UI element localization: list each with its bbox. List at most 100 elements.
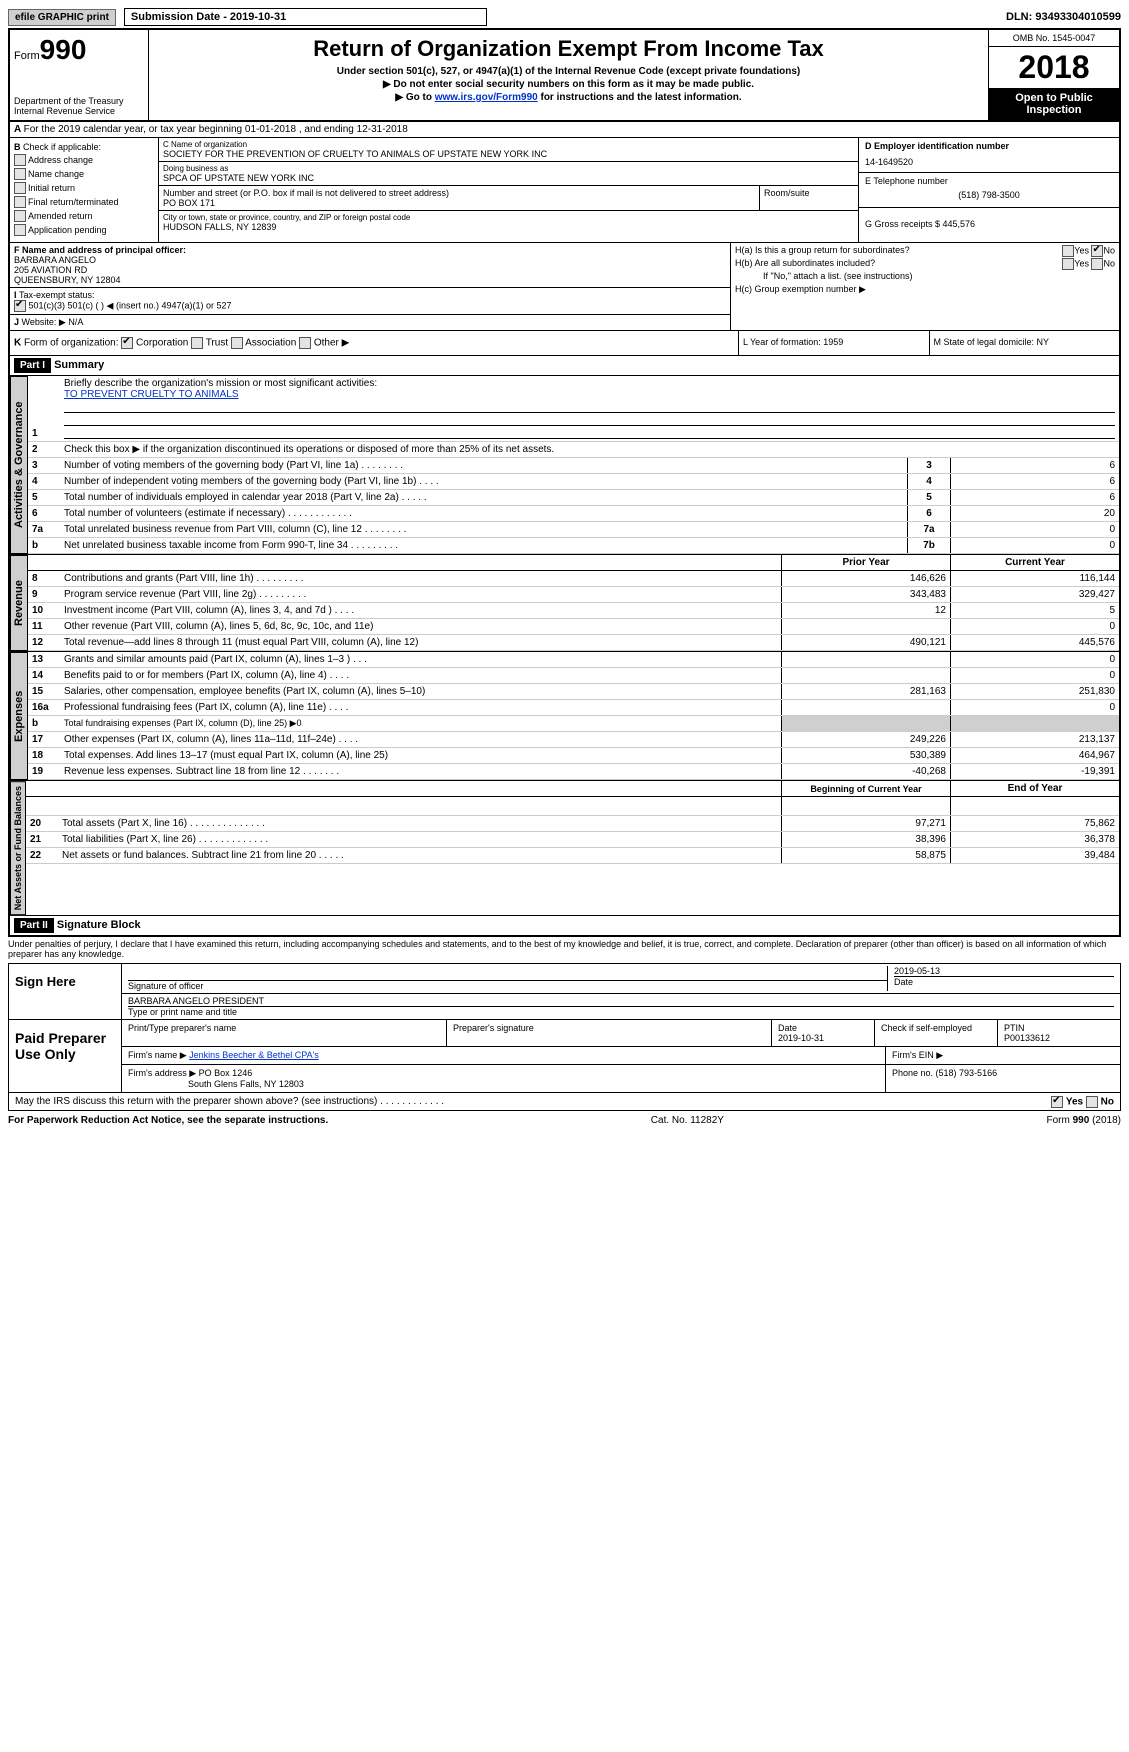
part2-title: Signature Block [57,919,141,931]
sig-officer: Signature of officer [128,966,888,991]
chk-other[interactable] [299,337,311,349]
department: Department of the Treasury Internal Reve… [14,96,144,116]
room-cell: Room/suite [760,186,858,210]
part1-tag: Part I [14,358,51,373]
footer-left: For Paperwork Reduction Act Notice, see … [8,1115,328,1126]
irs-yes[interactable] [1051,1096,1063,1108]
chk-amended[interactable]: Amended return [14,210,154,222]
may-irs-row: May the IRS discuss this return with the… [8,1093,1121,1111]
part2-tag: Part II [14,918,54,933]
form-title: Return of Organization Exempt From Incom… [155,36,982,62]
row-k: K Form of organization: Corporation Trus… [10,331,1119,356]
chk-application-pending[interactable]: Application pending [14,224,154,236]
h-group: H(a) Is this a group return for subordin… [731,243,1119,330]
row-a: A For the 2019 calendar year, or tax yea… [10,122,1119,138]
subtitle-2: ▶ Do not enter social security numbers o… [155,79,982,90]
line9: 9Program service revenue (Part VIII, lin… [28,587,1119,603]
line20: 20Total assets (Part X, line 16) . . . .… [26,816,1119,832]
dln: DLN: 93493304010599 [1006,11,1121,23]
irs-no[interactable] [1086,1096,1098,1108]
officer-lbl: Type or print name and title [128,1007,1114,1017]
c-label: C Name of organization [163,140,854,149]
line15: 15Salaries, other compensation, employee… [28,684,1119,700]
chk-corp[interactable] [121,337,133,349]
part1-header: Part I Summary [10,356,1119,376]
g-val: G Gross receipts $ 445,576 [865,219,1113,229]
chk-assoc[interactable] [231,337,243,349]
line17: 17Other expenses (Part IX, column (A), l… [28,732,1119,748]
firm-name[interactable]: Jenkins Beecher & Bethel CPA's [189,1050,319,1060]
chk-501c3[interactable] [14,300,26,312]
d-label: D Employer identification number [865,141,1113,151]
f-addr2: QUEENSBURY, NY 12804 [14,275,121,285]
ha-yes[interactable] [1062,245,1074,257]
row-a-text: For the 2019 calendar year, or tax year … [24,124,408,135]
f-label: F Name and address of principal officer: [14,245,186,255]
line16b: bTotal fundraising expenses (Part IX, co… [28,716,1119,732]
goto-suffix: for instructions and the latest informat… [538,92,742,103]
chk-address-change[interactable]: Address change [14,154,154,166]
side-expenses: Expenses [10,652,28,780]
firm-ein: Firm's EIN ▶ [886,1047,1120,1064]
row-fij-h: F Name and address of principal officer:… [10,243,1119,331]
paid-preparer-label: Paid Preparer Use Only [9,1020,122,1092]
line2: Check this box ▶ if the organization dis… [60,442,1119,458]
part1-title: Summary [54,359,104,371]
prep-sig-lbl: Preparer's signature [447,1020,772,1046]
netassets-table: Beginning of Current YearEnd of Year 20T… [26,781,1119,864]
form-prefix: Form [14,50,40,62]
chk-trust[interactable] [191,337,203,349]
line3: 3Number of voting members of the governi… [28,458,1119,474]
line1: Briefly describe the organization's miss… [60,376,1119,442]
sign-here-label: Sign Here [9,964,122,1019]
chk-final-return[interactable]: Final return/terminated [14,196,154,208]
submission-date: Submission Date - 2019-10-31 [124,8,487,26]
efile-button[interactable]: efile GRAPHIC print [8,9,116,26]
subtitle-1: Under section 501(c), 527, or 4947(a)(1)… [155,66,982,77]
irs-link[interactable]: www.irs.gov/Form990 [435,92,538,103]
col-boy: Beginning of Current Year [782,781,951,797]
j-website: J Website: ▶ N/A [10,315,730,330]
header-bar: efile GRAPHIC print Submission Date - 20… [8,8,1121,26]
firm-addr-cell: Firm's address ▶ PO Box 1246South Glens … [122,1065,886,1092]
line18: 18Total expenses. Add lines 13–17 (must … [28,748,1119,764]
city-cell: City or town, state or province, country… [159,211,858,234]
line22: 22Net assets or fund balances. Subtract … [26,848,1119,864]
sig-officer-lbl: Signature of officer [128,981,887,991]
footer: For Paperwork Reduction Act Notice, see … [8,1111,1121,1126]
line11: 11Other revenue (Part VIII, column (A), … [28,619,1119,635]
col-eoy: End of Year [951,781,1120,797]
ha-no[interactable] [1091,245,1103,257]
goto-prefix: ▶ Go to [395,92,434,103]
perjury-text: Under penalties of perjury, I declare th… [8,937,1121,961]
c-name-cell: C Name of organization SOCIETY FOR THE P… [159,138,858,162]
hb-yes[interactable] [1062,258,1074,270]
line8: 8Contributions and grants (Part VIII, li… [28,571,1119,587]
footer-right: Form 990 (2018) [1047,1115,1121,1126]
form-container: Form990 Department of the Treasury Inter… [8,28,1121,937]
line7a: 7aTotal unrelated business revenue from … [28,522,1119,538]
dba-name: SPCA OF UPSTATE NEW YORK INC [163,173,854,183]
line4: 4Number of independent voting members of… [28,474,1119,490]
chk-initial-return[interactable]: Initial return [14,182,154,194]
line5: 5Total number of individuals employed in… [28,490,1119,506]
form-number: Form990 [14,34,144,66]
ha-text: H(a) Is this a group return for subordin… [735,245,910,255]
prep-check: Check if self-employed [875,1020,998,1046]
line13: 13Grants and similar amounts paid (Part … [28,652,1119,668]
line14: 14Benefits paid to or for members (Part … [28,668,1119,684]
side-revenue: Revenue [10,555,28,651]
j-label: Website: ▶ [22,317,66,327]
line21: 21Total liabilities (Part X, line 26) . … [26,832,1119,848]
sect-revenue: Revenue Prior YearCurrent Year 8Contribu… [10,555,1119,652]
dba-label: Doing business as [163,164,854,173]
footer-mid: Cat. No. 11282Y [651,1115,724,1126]
line12: 12Total revenue—add lines 8 through 11 (… [28,635,1119,651]
street-label: Number and street (or P.O. box if mail i… [163,188,755,198]
omb-number: OMB No. 1545-0047 [989,30,1119,47]
d-ein-cell: D Employer identification number 14-1649… [859,138,1119,173]
tax-year: 2018 [989,47,1119,88]
chk-name-change[interactable]: Name change [14,168,154,180]
sig-block: Sign Here Signature of officer 2019-05-1… [8,963,1121,1093]
hb-no[interactable] [1091,258,1103,270]
